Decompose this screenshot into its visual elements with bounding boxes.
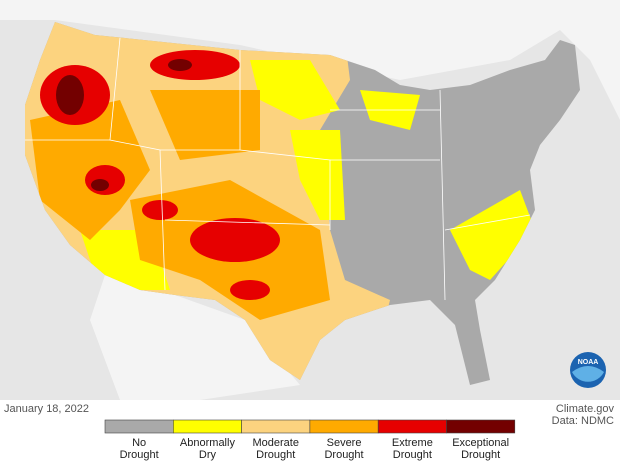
- legend-swatch: [241, 419, 311, 434]
- extreme-area: [150, 50, 240, 80]
- legend-label: Drought: [324, 449, 363, 461]
- dry-area: [250, 60, 340, 120]
- legend-swatch: [173, 419, 242, 434]
- dry-area: [290, 130, 345, 220]
- credit: Climate.gov: [556, 403, 615, 415]
- exceptional-area: [91, 179, 109, 191]
- extreme-area: [142, 200, 178, 220]
- legend-label: Drought: [256, 449, 295, 461]
- legend-swatch: [446, 419, 516, 434]
- date: January 18, 2022: [4, 403, 89, 415]
- extreme-area: [230, 280, 270, 300]
- legend-swatch: [104, 419, 174, 434]
- source: Data: NDMC: [552, 415, 614, 427]
- legend-swatch: [309, 419, 379, 434]
- legend: NoDroughtAbnormallyDryModerateDroughtSev…: [104, 419, 516, 461]
- legend-label: No: [132, 437, 146, 449]
- legend-swatch: [377, 419, 447, 434]
- exceptional-area: [56, 75, 84, 115]
- dry-area: [450, 190, 535, 280]
- severe-area: [150, 90, 260, 160]
- legend-label: Abnormally: [180, 437, 236, 449]
- legend-label: Drought: [393, 449, 432, 461]
- legend-label: Dry: [199, 449, 217, 461]
- severe-area: [30, 100, 150, 240]
- legend-label: Drought: [120, 449, 159, 461]
- logo-text: NOAA: [578, 359, 599, 366]
- legend-label: Extreme: [392, 437, 433, 449]
- state-borders: [25, 37, 531, 301]
- extreme-area: [190, 218, 280, 262]
- extreme-area: [85, 165, 125, 195]
- legend-label: Exceptional: [452, 437, 509, 449]
- mexico: [90, 275, 300, 400]
- legend-label: Moderate: [253, 437, 299, 449]
- noaa-logo-wave: [572, 366, 604, 382]
- exceptional-area: [168, 59, 192, 71]
- legend-label: Drought: [461, 449, 500, 461]
- legend-label: Severe: [327, 437, 362, 449]
